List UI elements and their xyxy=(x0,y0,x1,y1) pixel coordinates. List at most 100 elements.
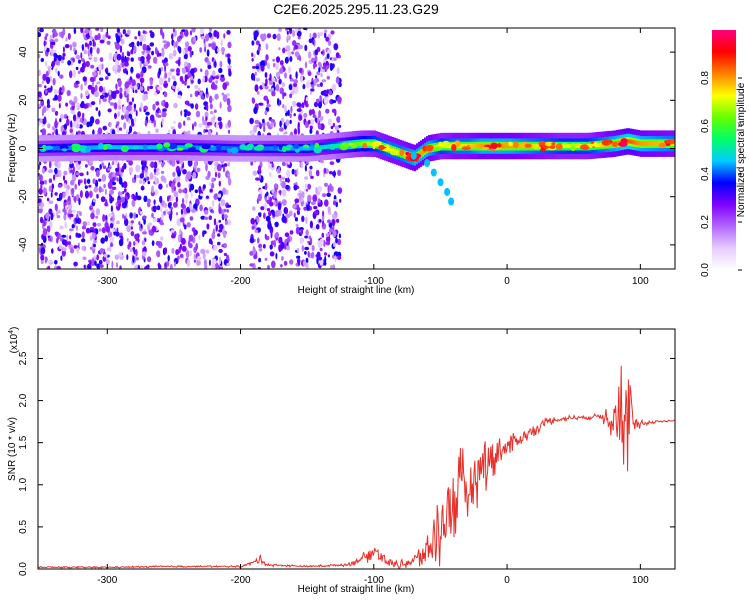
noise-speckle xyxy=(301,245,304,252)
noise-speckle xyxy=(308,109,313,116)
noise-speckle xyxy=(153,161,158,169)
noise-speckle xyxy=(81,44,84,50)
noise-speckle xyxy=(214,45,219,54)
noise-speckle xyxy=(275,83,280,92)
noise-speckle xyxy=(273,201,277,206)
noise-speckle xyxy=(98,70,102,75)
noise-speckle xyxy=(202,119,208,126)
noise-speckle xyxy=(189,183,195,191)
noise-speckle xyxy=(126,70,129,75)
noise-speckle xyxy=(131,194,134,200)
noise-speckle xyxy=(292,203,297,209)
noise-speckle xyxy=(315,169,320,177)
noise-speckle xyxy=(139,34,144,42)
noise-speckle xyxy=(305,97,309,102)
noise-speckle xyxy=(304,188,307,192)
noise-speckle xyxy=(267,219,271,226)
noise-speckle xyxy=(153,92,158,96)
noise-speckle xyxy=(313,205,318,210)
noise-speckle xyxy=(292,100,297,107)
noise-speckle xyxy=(123,188,127,193)
noise-speckle xyxy=(131,97,134,103)
ridge-segment xyxy=(360,141,363,146)
noise-speckle xyxy=(144,173,148,179)
noise-speckle xyxy=(120,172,123,178)
noise-speckle xyxy=(209,28,212,33)
noise-speckle xyxy=(179,75,184,82)
noise-speckle xyxy=(336,67,340,75)
noise-speckle xyxy=(256,217,260,224)
noise-speckle xyxy=(171,234,176,239)
noise-speckle xyxy=(334,255,337,262)
noise-speckle xyxy=(85,60,90,68)
noise-speckle xyxy=(322,66,327,70)
noise-speckle xyxy=(332,219,335,227)
noise-speckle xyxy=(40,58,44,62)
noise-speckle xyxy=(286,30,289,35)
noise-speckle xyxy=(304,176,309,180)
ridge-segment xyxy=(224,146,227,151)
noise-speckle xyxy=(94,34,99,41)
noise-speckle xyxy=(123,105,127,113)
noise-speckle xyxy=(214,171,218,178)
noise-speckle xyxy=(258,102,264,106)
noise-speckle xyxy=(182,189,187,193)
noise-speckle xyxy=(289,74,292,80)
noise-speckle xyxy=(76,213,79,219)
noise-speckle xyxy=(67,241,71,246)
noise-speckle xyxy=(159,195,163,204)
ridge-peak xyxy=(425,144,434,152)
noise-speckle xyxy=(304,251,307,255)
noise-speckle xyxy=(219,101,222,109)
noise-speckle xyxy=(315,186,318,194)
ridge-segment xyxy=(326,144,329,149)
noise-speckle xyxy=(293,79,298,84)
noise-speckle xyxy=(62,192,66,198)
noise-speckle xyxy=(179,253,184,258)
noise-speckle xyxy=(46,98,50,107)
noise-speckle xyxy=(160,170,165,175)
noise-speckle xyxy=(38,69,41,77)
noise-speckle xyxy=(110,197,115,202)
noise-speckle xyxy=(262,118,265,124)
noise-speckle xyxy=(81,238,86,243)
noise-speckle xyxy=(307,194,312,202)
ridge-segment xyxy=(370,141,373,146)
noise-speckle xyxy=(56,215,61,219)
noise-speckle xyxy=(296,209,300,215)
ridge-peak xyxy=(555,143,563,150)
spectrogram-x-ticks: -300 -200 -100 0 100 xyxy=(97,28,649,287)
noise-speckle xyxy=(137,56,141,61)
noise-speckle xyxy=(52,49,57,54)
noise-speckle xyxy=(331,57,334,62)
noise-speckle xyxy=(99,57,104,63)
noise-speckle xyxy=(160,212,164,221)
noise-speckle xyxy=(110,205,113,213)
noise-speckle xyxy=(254,84,259,92)
noise-speckle xyxy=(139,86,144,91)
noise-speckle xyxy=(313,79,317,87)
noise-speckle xyxy=(44,256,48,262)
noise-speckle xyxy=(287,50,292,57)
noise-speckle xyxy=(296,108,302,112)
noise-speckle xyxy=(62,175,66,181)
noise-speckle xyxy=(163,80,168,84)
noise-speckle xyxy=(160,236,164,241)
noise-speckle xyxy=(282,92,287,97)
ridge-segment xyxy=(276,146,279,151)
noise-speckle xyxy=(190,68,195,75)
noise-speckle xyxy=(214,93,219,100)
noise-speckle xyxy=(130,231,135,237)
noise-speckle xyxy=(164,247,168,255)
noise-speckle xyxy=(205,163,208,172)
noise-speckle xyxy=(149,85,154,90)
noise-speckle xyxy=(135,257,139,261)
ridge-segment xyxy=(508,143,511,149)
noise-speckle xyxy=(284,105,287,114)
noise-speckle xyxy=(176,67,180,75)
ridge-segment xyxy=(198,145,201,150)
ridge-segment xyxy=(640,141,643,146)
noise-speckle xyxy=(120,196,126,203)
noise-speckle xyxy=(323,62,327,67)
noise-speckle xyxy=(109,189,115,195)
